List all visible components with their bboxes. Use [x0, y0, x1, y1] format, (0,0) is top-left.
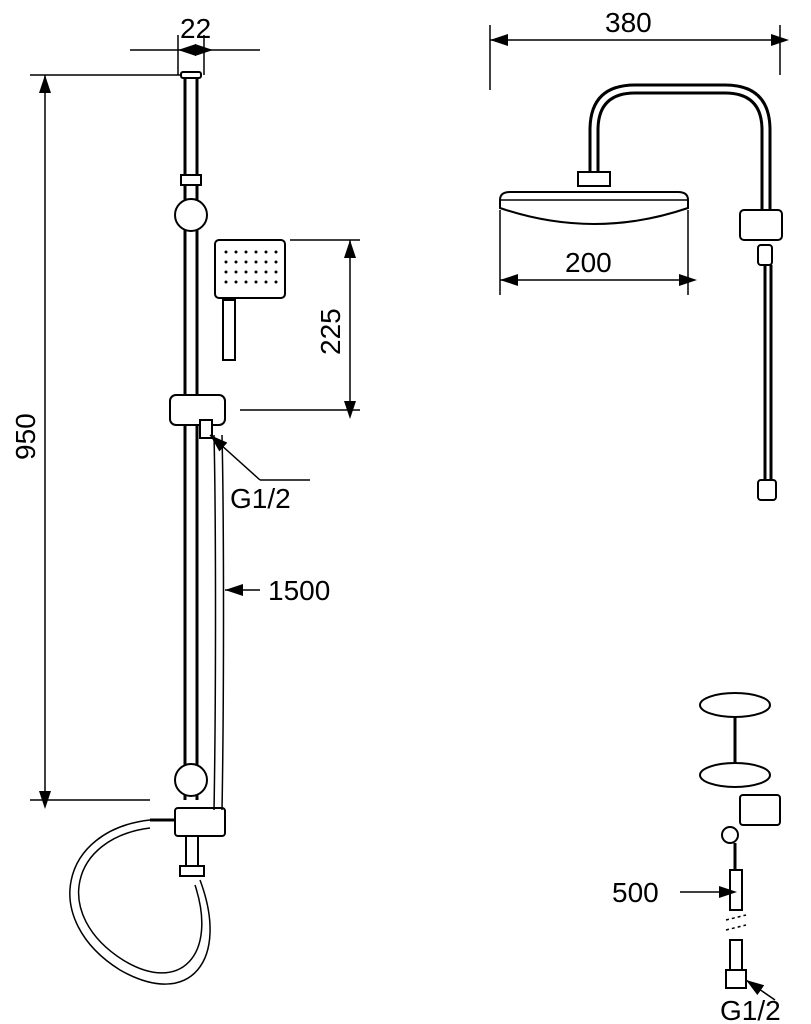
dim-380-value: 380 [605, 7, 652, 38]
dim-22-value: 22 [180, 13, 211, 44]
wall-mount-lower [175, 764, 207, 796]
diverter [150, 808, 225, 876]
hose-label: 1500 [225, 575, 330, 606]
bracket-top [740, 210, 782, 240]
dim-950: 950 [10, 75, 180, 800]
g12-right-value: G1/2 [720, 995, 781, 1024]
dim-225-value: 225 [315, 308, 346, 355]
g12-left-value: G1/2 [230, 483, 291, 514]
dim-200-value: 200 [565, 247, 612, 278]
dim-950-value: 950 [10, 413, 41, 460]
hand-shower-stick [758, 245, 776, 500]
dim-500-value: 500 [612, 877, 659, 908]
thread-label-left: G1/2 [210, 435, 310, 514]
dim-22: 22 [130, 13, 260, 75]
hand-shower [215, 240, 285, 360]
lower-controls [700, 693, 780, 870]
hose [70, 435, 224, 984]
dim-500: 500 [612, 877, 728, 908]
technical-drawing: 950 22 22 [0, 0, 811, 1024]
tail-pipe [726, 870, 746, 988]
dim-1500-value: 1500 [268, 575, 330, 606]
overhead-head [500, 192, 688, 224]
dim-380: 380 [490, 7, 780, 90]
